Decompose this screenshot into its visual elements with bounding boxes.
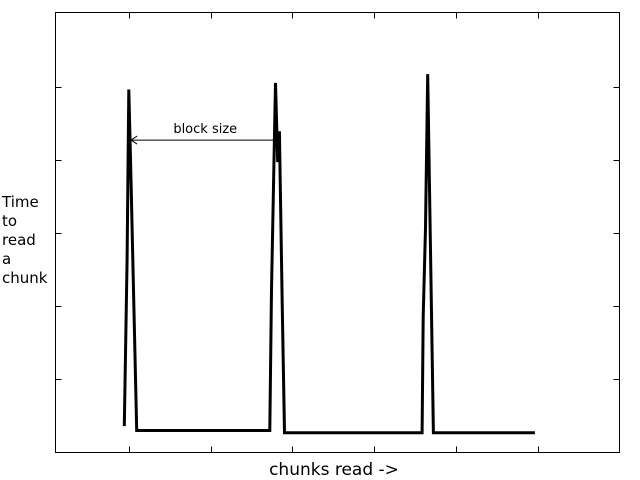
series-line bbox=[122, 74, 535, 435]
y-axis-label-line: a bbox=[2, 250, 11, 268]
y-axis-label-line: Time bbox=[1, 193, 39, 211]
block-size-annotation: block size bbox=[130, 122, 281, 145]
axis-ticks bbox=[55, 12, 620, 453]
y-axis-label-line: chunk bbox=[2, 269, 48, 287]
y-axis-label-line: to bbox=[2, 212, 17, 230]
y-axis-label: Time to read a chunk bbox=[1, 193, 48, 287]
y-axis-label-line: read bbox=[2, 231, 36, 249]
plot-frame bbox=[55, 12, 620, 453]
x-axis-label: chunks read -> bbox=[269, 460, 399, 480]
annotation-label: block size bbox=[173, 122, 237, 137]
annotation-arrowhead-left bbox=[130, 135, 138, 145]
annotation-arrowhead-right bbox=[273, 135, 281, 145]
